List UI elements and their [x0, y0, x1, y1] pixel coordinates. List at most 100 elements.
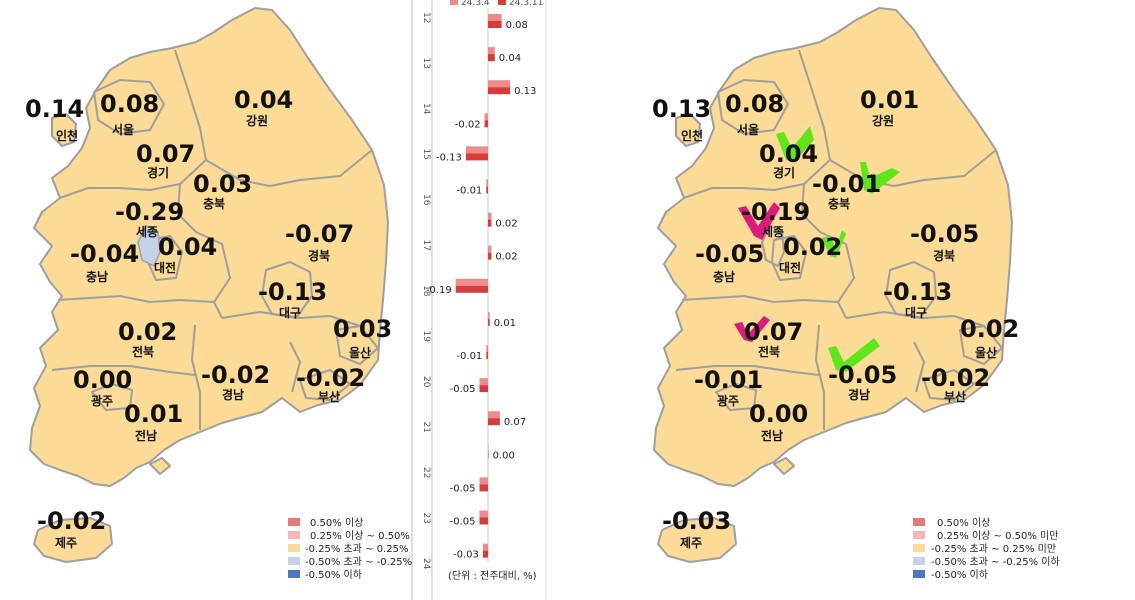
- legend-week2-label: 24.3.11: [509, 0, 543, 8]
- left-value-daegu: -0.13: [258, 278, 327, 306]
- left-value-gyeongbuk: -0.07: [285, 220, 354, 248]
- right-name-sejong: 세종: [762, 224, 784, 239]
- bar-week2: [455, 285, 488, 293]
- bar-value-label: -0.01: [456, 351, 482, 362]
- right-south-island: [773, 457, 795, 475]
- axis-tick-label: 22: [421, 467, 431, 478]
- right-map-labels: 0.13 인천 0.08 서울 0.01 강원 0.04 경기 -0.01 충북…: [652, 86, 1019, 550]
- left-legend-label-1: 0.50% 이상: [310, 517, 363, 529]
- axis-tick-label: 18: [421, 285, 431, 297]
- chart-unit-label: (단위 : 전주대비, %): [448, 569, 537, 582]
- check-mark-jeonbuk: [734, 316, 770, 342]
- legend-swatch-week1: [450, 0, 458, 5]
- right-border-sejong: [761, 225, 785, 267]
- left-south-island: [149, 457, 171, 475]
- right-value-jeonnam: 0.00: [749, 400, 808, 428]
- bar-week2: [488, 252, 492, 260]
- right-border-gangwon-south: [829, 149, 997, 187]
- bar-week1: [455, 278, 488, 286]
- left-name-jeju: 제주: [55, 536, 77, 550]
- legend-swatch-week2: [498, 0, 506, 5]
- right-value-chungnam: -0.05: [695, 240, 764, 268]
- bar-week1: [488, 80, 511, 88]
- left-value-chungnam: -0.04: [70, 240, 139, 268]
- axis-tick-label: 15: [421, 149, 431, 160]
- right-name-jeonnam: 전남: [761, 428, 783, 443]
- left-legend-label-4: -0.50% 초과 ~ -0.25%: [305, 556, 412, 568]
- bar-week2: [486, 186, 488, 194]
- right-value-gyeonggi: 0.04: [759, 140, 818, 168]
- check-mark-gyeongnam: [828, 338, 880, 372]
- weekly-bar-chart: 24.3.4 24.3.11 12 13 14 15 16 17 18 19 20 21 22 23 2…: [411, 0, 547, 600]
- right-value-seoul: 0.08: [725, 90, 784, 118]
- bar-week2: [488, 219, 492, 227]
- right-legend-swatch-5: [913, 570, 925, 578]
- right-border-gyeonggi-south: [683, 159, 831, 199]
- right-name-gyeonggi: 경기: [773, 165, 795, 180]
- axis-tick-label: 19: [421, 331, 431, 343]
- bar-week2: [488, 87, 511, 95]
- right-border-jeolla-gyeongnam: [815, 324, 825, 430]
- axis-tick-label: 16: [421, 194, 431, 206]
- left-legend-label-5: -0.50% 이하: [305, 568, 362, 581]
- bar-week1: [486, 179, 488, 187]
- left-value-seoul: 0.08: [100, 90, 159, 118]
- axis-tick-label: 17: [421, 240, 431, 251]
- left-border-seoul: [93, 79, 165, 135]
- left-border-gyeonggi-gangwon: [174, 49, 207, 161]
- right-value-daejeon: 0.02: [783, 233, 842, 261]
- left-name-jeonnam: 전남: [135, 428, 157, 443]
- left-value-jeju: -0.02: [37, 507, 106, 535]
- right-incheon-island: [675, 113, 701, 147]
- right-name-gwangju: 광주: [717, 393, 739, 408]
- right-value-jeonbuk: 0.07: [744, 318, 803, 346]
- right-legend-swatch-3: [913, 544, 925, 552]
- bar-value-label: 0.00: [493, 450, 515, 461]
- left-name-gangwon: 강원: [246, 114, 268, 128]
- left-map-labels: 0.14 인천 0.08 서울 0.04 강원 0.07 경기 0.03 충북 …: [25, 86, 392, 550]
- left-value-ulsan: 0.03: [333, 315, 392, 343]
- right-border-gyeongnam-east: [913, 341, 925, 393]
- left-name-daejeon: 대전: [154, 260, 176, 275]
- bar-week2: [479, 517, 488, 525]
- right-name-jeju: 제주: [680, 536, 702, 550]
- right-name-jeonbuk: 전북: [758, 344, 780, 359]
- left-legend-swatch-3: [288, 544, 300, 552]
- right-name-chungbuk: 충북: [828, 196, 850, 211]
- chart-tick-labels: 1213141516171819202122232425: [421, 12, 431, 570]
- right-name-ulsan: 울산: [975, 345, 997, 360]
- left-border-chungnam-south: [57, 295, 215, 303]
- right-legend-label-2: 0.25% 이상 ~ 0.50% 미만: [937, 530, 1058, 542]
- left-legend-swatch-2: [288, 531, 300, 539]
- right-legend-label-4: -0.50% 초과 ~ -0.25% 이하: [931, 555, 1060, 568]
- left-value-incheon: 0.14: [25, 95, 84, 123]
- right-legend-swatch-2: [913, 531, 925, 539]
- left-value-daejeon: 0.04: [158, 233, 217, 261]
- right-border-seoul: [717, 79, 789, 135]
- right-value-busan: -0.02: [921, 364, 990, 392]
- check-mark-chungbuk: [860, 162, 900, 194]
- bar-week1: [488, 411, 500, 419]
- right-jeju-island: [657, 517, 737, 563]
- left-value-sejong: -0.29: [115, 198, 184, 226]
- axis-tick-label: 13: [421, 58, 431, 69]
- bar-week1: [479, 510, 488, 518]
- right-value-jeju: -0.03: [662, 507, 731, 535]
- right-value-daegu: -0.13: [883, 278, 952, 306]
- right-legend-label-1: 0.50% 이상: [937, 517, 990, 529]
- check-mark-sejong: [738, 202, 780, 240]
- bar-value-label: 0.01: [494, 318, 516, 329]
- left-value-jeonbuk: 0.02: [118, 318, 177, 346]
- right-value-incheon: 0.13: [652, 95, 711, 123]
- right-value-gangwon: 0.01: [860, 86, 919, 114]
- bar-week1: [488, 47, 495, 55]
- chart-legend-partial: 24.3.4 24.3.11: [450, 0, 543, 8]
- right-name-chungnam: 충남: [713, 269, 735, 284]
- left-name-daegu: 대구: [279, 306, 301, 320]
- left-name-busan: 부산: [318, 389, 340, 404]
- left-incheon-island: [51, 113, 77, 147]
- bar-week2: [484, 120, 488, 128]
- right-border-busan: [923, 369, 975, 401]
- right-legend-swatch-4: [913, 557, 925, 565]
- left-value-jeonnam: 0.01: [124, 400, 183, 428]
